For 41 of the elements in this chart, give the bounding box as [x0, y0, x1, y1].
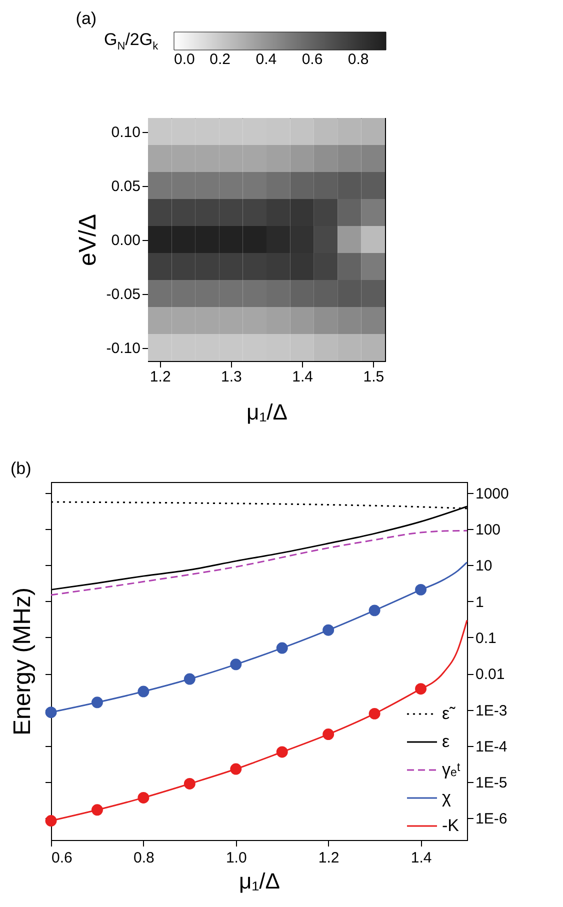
y-tick-label: 1E-6	[476, 810, 508, 828]
legend-label: -K	[442, 816, 460, 835]
x-tick-label: 0.8	[134, 850, 154, 866]
y-tick-label: 1E-4	[476, 738, 508, 756]
y-axis-title: eV/Δ	[74, 214, 102, 266]
chart-title: (a)	[76, 9, 97, 28]
color-bar-label: 0.6	[302, 51, 323, 68]
x-tick-label: 1.4	[292, 368, 313, 386]
y-tick-label: 0.1	[476, 630, 496, 647]
x-axis-title: μ₁/Δ	[246, 400, 288, 424]
color-bar-label: 0.0	[174, 51, 195, 68]
legend-label: γₑᵗ	[442, 760, 461, 779]
legend-label: χ	[442, 788, 451, 807]
color-bar-label: 0.4	[256, 51, 277, 68]
y-tick-label: 0.10	[111, 124, 140, 141]
legend-label: ε̃	[442, 704, 456, 723]
legend-label: ε	[442, 732, 450, 751]
x-tick-label: 1.0	[226, 850, 247, 866]
y-axis-title: Energy (MHz)	[9, 587, 36, 736]
y-tick-label: 0.01	[476, 666, 505, 684]
x-tick-label: 0.6	[52, 850, 72, 866]
x-tick-label: 1.4	[410, 850, 432, 866]
x-tick-label: 1.5	[363, 368, 384, 386]
y-tick-label: 1	[476, 594, 484, 611]
y-tick-label: 0.05	[111, 178, 140, 195]
color-bar-label: 0.8	[348, 51, 369, 68]
y-tick-label: 100	[476, 522, 501, 539]
x-tick-label: 1.2	[318, 850, 340, 866]
y-tick-label: -0.10	[106, 340, 140, 357]
x-tick-label: 1.2	[150, 368, 171, 386]
y-tick-label: 1E-5	[476, 774, 508, 792]
x-tick-label: 1.3	[221, 368, 242, 386]
color-bar-title: G$_{N}$/2G$_{k}$	[104, 30, 158, 52]
x-axis-title: μ₁/Δ	[239, 868, 280, 894]
y-tick-label: 1000	[476, 485, 509, 502]
y-tick-label: 10	[476, 558, 492, 575]
y-tick-label: 1E-3	[476, 702, 508, 720]
y-tick-label: -0.05	[106, 286, 140, 303]
chart-title: (b)	[10, 459, 32, 478]
y-tick-label: 0.00	[111, 232, 140, 249]
color-bar-label: 0.2	[210, 51, 231, 68]
